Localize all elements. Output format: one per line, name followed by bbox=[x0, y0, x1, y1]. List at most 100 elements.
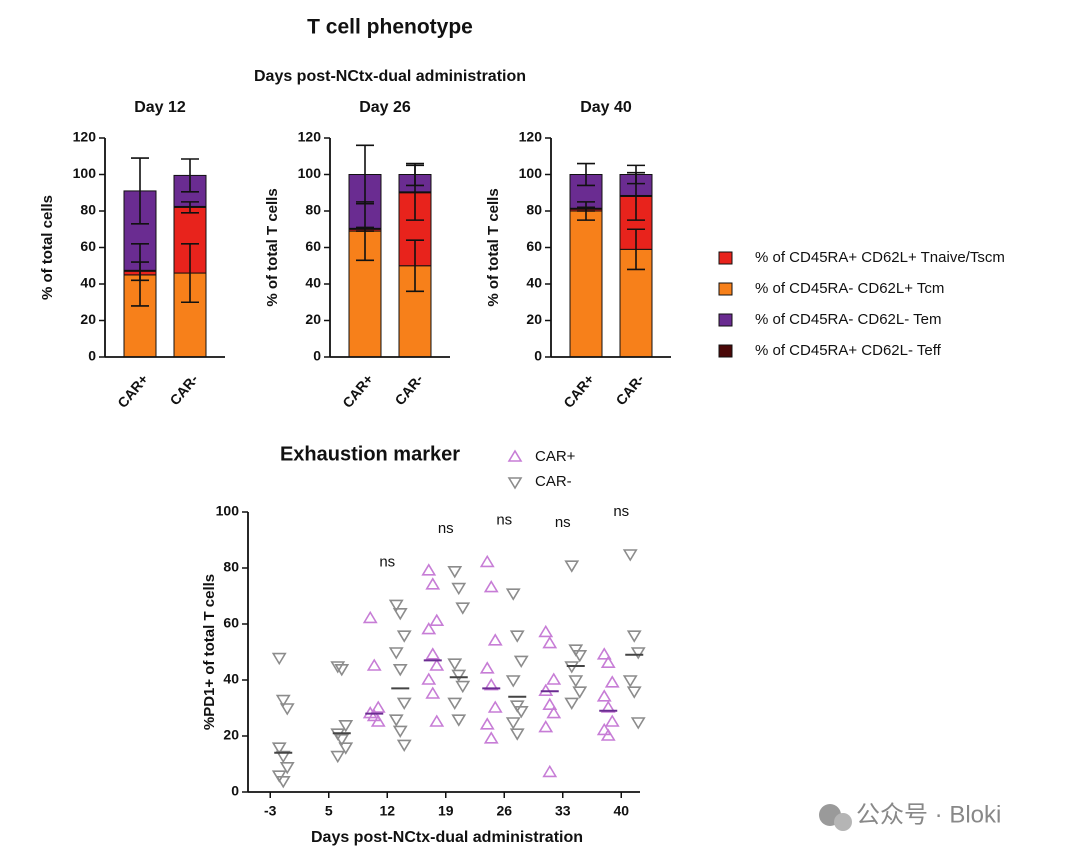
y-tick-label: 60 bbox=[305, 238, 321, 254]
y-tick-label: 100 bbox=[73, 165, 97, 181]
y-axis-label: %PD1+ of total T cells bbox=[201, 574, 218, 730]
error-bar bbox=[356, 226, 374, 232]
annotation: ns bbox=[496, 511, 512, 528]
error-bar bbox=[627, 164, 645, 185]
y-tick-label: 40 bbox=[305, 275, 321, 291]
legend-label: % of CD45RA+ CD62L+ Tnaive/Tscm bbox=[755, 249, 1005, 266]
y-tick-label: 0 bbox=[534, 348, 542, 364]
data-point bbox=[455, 602, 471, 615]
x-tick-label: 40 bbox=[613, 803, 629, 819]
x-tick-label: CAR- bbox=[612, 371, 647, 408]
data-point bbox=[392, 664, 408, 677]
error-bar bbox=[131, 261, 149, 282]
data-point bbox=[483, 678, 499, 691]
data-point bbox=[396, 739, 412, 752]
data-point bbox=[626, 630, 642, 643]
data-point bbox=[396, 630, 412, 643]
data-point bbox=[421, 563, 437, 576]
y-tick-label: 60 bbox=[223, 615, 239, 631]
x-tick-label: CAR+ bbox=[114, 371, 151, 411]
x-tick-label: CAR- bbox=[166, 371, 201, 408]
data-point bbox=[330, 750, 346, 764]
data-point bbox=[392, 608, 408, 621]
legend-label: % of CD45RA+ CD62L- Teff bbox=[755, 342, 942, 359]
watermark-icon bbox=[834, 813, 852, 831]
figure-title: T cell phenotype bbox=[307, 16, 473, 39]
legend-swatch bbox=[718, 251, 733, 265]
chart-title: Exhaustion marker bbox=[280, 443, 460, 465]
watermark: 公众号 · Bloki bbox=[819, 801, 1001, 831]
data-point bbox=[279, 703, 295, 716]
legend-label: % of CD45RA- CD62L- Tem bbox=[755, 311, 941, 328]
data-point bbox=[604, 714, 620, 727]
y-tick-label: 100 bbox=[216, 503, 240, 519]
data-point bbox=[509, 630, 525, 643]
data-point bbox=[451, 714, 467, 727]
y-tick-label: 80 bbox=[305, 202, 321, 218]
error-bar bbox=[406, 239, 424, 293]
data-point bbox=[275, 750, 291, 764]
data-point bbox=[334, 664, 350, 677]
y-tick-label: 120 bbox=[73, 129, 97, 145]
annotation: ns bbox=[555, 514, 571, 531]
data-point bbox=[542, 636, 558, 649]
chart-title: Day 40 bbox=[580, 99, 632, 116]
y-axis-label: % of total T cells bbox=[264, 188, 281, 306]
data-point bbox=[451, 669, 467, 682]
data-point bbox=[271, 652, 287, 666]
data-point bbox=[451, 582, 467, 596]
chart-title: Day 26 bbox=[359, 99, 411, 116]
data-point bbox=[388, 599, 404, 612]
error-bar bbox=[181, 158, 199, 193]
data-point bbox=[483, 580, 499, 593]
error-bar bbox=[406, 162, 424, 187]
x-tick-label: 26 bbox=[496, 803, 512, 819]
data-point bbox=[505, 717, 521, 730]
data-point bbox=[487, 700, 503, 713]
y-tick-label: 40 bbox=[223, 671, 239, 687]
data-point bbox=[429, 613, 445, 626]
data-point bbox=[271, 742, 287, 755]
data-point bbox=[275, 776, 291, 789]
y-tick-label: 0 bbox=[313, 348, 321, 364]
data-point bbox=[447, 566, 463, 579]
data-point bbox=[279, 762, 295, 775]
data-point bbox=[429, 714, 445, 727]
annotation: ns bbox=[438, 520, 454, 537]
x-tick-label: 33 bbox=[555, 803, 571, 819]
data-point bbox=[542, 697, 558, 710]
data-point bbox=[600, 728, 616, 741]
data-point bbox=[564, 697, 580, 710]
data-point bbox=[626, 686, 642, 699]
error-bar bbox=[577, 206, 595, 212]
data-point bbox=[622, 549, 638, 562]
data-point bbox=[447, 697, 463, 710]
x-axis-label: Days post-NCtx-dual administration bbox=[311, 829, 583, 846]
y-tick-label: 80 bbox=[80, 202, 96, 218]
data-point bbox=[479, 661, 495, 674]
data-point bbox=[505, 675, 521, 688]
data-point bbox=[546, 706, 562, 719]
x-tick-label: CAR- bbox=[391, 371, 426, 408]
legend-label: CAR- bbox=[535, 473, 572, 490]
data-point bbox=[334, 734, 350, 747]
y-tick-label: 120 bbox=[519, 129, 543, 145]
data-point bbox=[600, 700, 616, 713]
data-point bbox=[596, 689, 612, 702]
data-point bbox=[542, 764, 558, 778]
data-point bbox=[429, 658, 445, 671]
chart-title: Day 12 bbox=[134, 99, 186, 116]
data-point bbox=[513, 706, 529, 719]
legend-label: CAR+ bbox=[535, 448, 576, 465]
y-tick-label: 100 bbox=[298, 165, 322, 181]
data-point bbox=[596, 722, 612, 736]
data-point bbox=[362, 610, 378, 624]
data-point bbox=[630, 647, 646, 660]
data-point bbox=[479, 717, 495, 730]
data-point bbox=[509, 728, 525, 741]
error-bar bbox=[181, 243, 199, 304]
data-point bbox=[366, 658, 382, 671]
data-point bbox=[421, 672, 437, 685]
data-point bbox=[425, 647, 441, 660]
data-point bbox=[421, 622, 437, 635]
